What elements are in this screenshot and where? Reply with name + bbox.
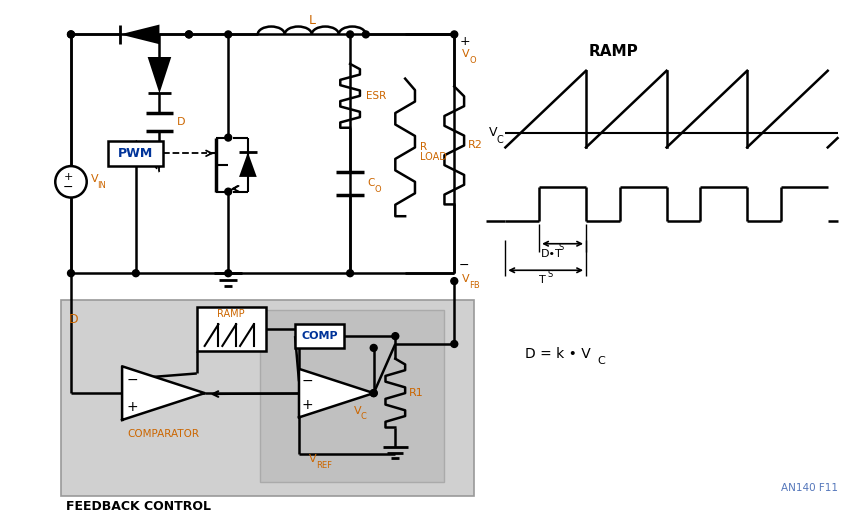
Text: V: V: [308, 454, 316, 464]
Text: RAMP: RAMP: [588, 44, 637, 58]
Circle shape: [132, 270, 139, 276]
Text: C: C: [496, 135, 503, 144]
Circle shape: [67, 31, 74, 38]
Text: RAMP: RAMP: [217, 309, 245, 319]
Text: S: S: [558, 243, 563, 252]
Text: L: L: [308, 14, 315, 27]
Circle shape: [370, 390, 377, 397]
Polygon shape: [122, 366, 204, 420]
Text: −: −: [63, 181, 73, 194]
Circle shape: [391, 333, 398, 339]
Text: R: R: [419, 142, 427, 153]
Circle shape: [346, 270, 353, 276]
Text: V: V: [90, 174, 98, 184]
Circle shape: [67, 270, 74, 276]
Bar: [295, 324, 344, 348]
Text: +: +: [126, 400, 137, 414]
Text: FEEDBACK CONTROL: FEEDBACK CONTROL: [66, 500, 210, 512]
Text: AN140 F11: AN140 F11: [780, 483, 837, 494]
Text: R1: R1: [409, 388, 423, 398]
Circle shape: [185, 31, 193, 38]
Text: O: O: [374, 185, 381, 194]
Text: D = k • V: D = k • V: [525, 347, 590, 361]
Text: REF: REF: [315, 461, 331, 471]
Text: FB: FB: [469, 282, 479, 290]
Text: V: V: [462, 274, 469, 284]
Circle shape: [346, 31, 353, 38]
Circle shape: [225, 134, 232, 141]
Text: V: V: [354, 406, 361, 416]
Text: LOAD: LOAD: [419, 152, 446, 162]
Text: D: D: [69, 313, 78, 326]
Text: C: C: [597, 356, 605, 366]
Circle shape: [185, 31, 193, 38]
Text: −: −: [126, 372, 137, 387]
Text: +: +: [63, 172, 72, 182]
Text: COMPARATOR: COMPARATOR: [127, 429, 199, 439]
Bar: [197, 307, 265, 351]
Text: R2: R2: [468, 140, 482, 151]
Text: D: D: [177, 117, 186, 127]
Circle shape: [67, 31, 74, 38]
Circle shape: [451, 340, 458, 348]
Text: T: T: [538, 275, 545, 285]
Bar: [61, 300, 474, 496]
Circle shape: [225, 188, 232, 195]
Text: V: V: [488, 126, 497, 139]
Text: PWM: PWM: [118, 147, 153, 160]
Circle shape: [370, 390, 377, 397]
Text: +: +: [301, 398, 313, 412]
Circle shape: [55, 166, 87, 198]
Polygon shape: [120, 25, 159, 44]
Text: ESR: ESR: [366, 91, 386, 101]
Circle shape: [225, 270, 232, 276]
Bar: [259, 310, 444, 482]
Circle shape: [225, 31, 232, 38]
Text: O: O: [469, 56, 475, 66]
Text: COMP: COMP: [301, 331, 337, 341]
Bar: [108, 140, 164, 166]
Text: +: +: [458, 35, 469, 48]
Text: C: C: [360, 412, 366, 421]
Text: V: V: [462, 49, 469, 59]
Text: −: −: [301, 374, 313, 388]
Circle shape: [362, 31, 369, 38]
Polygon shape: [147, 57, 171, 93]
Polygon shape: [299, 369, 373, 417]
Text: −: −: [458, 259, 469, 272]
Text: IN: IN: [97, 181, 106, 190]
Circle shape: [451, 31, 458, 38]
Text: C: C: [367, 178, 375, 188]
Text: S: S: [547, 270, 553, 279]
Circle shape: [451, 278, 458, 285]
Polygon shape: [239, 153, 256, 177]
Text: D•T: D•T: [540, 248, 562, 259]
Circle shape: [370, 345, 377, 351]
